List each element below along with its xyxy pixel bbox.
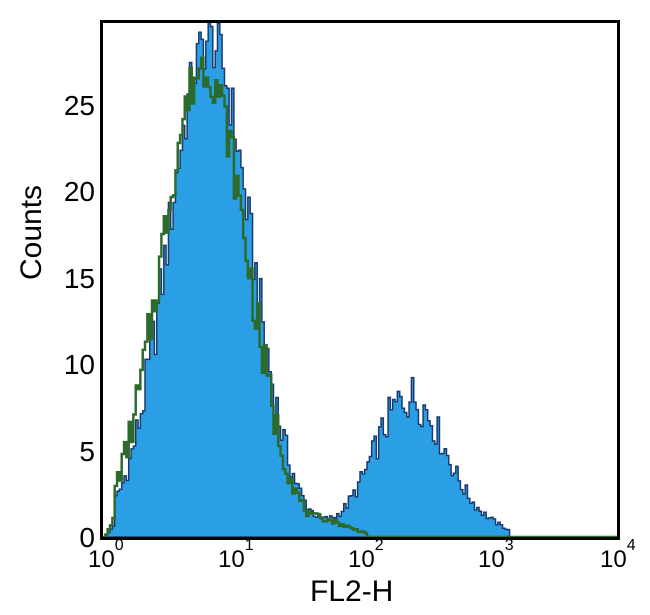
y-tick-2: 10 <box>45 349 95 381</box>
x-tick-3: 103 <box>478 545 514 574</box>
y-tick-5: 25 <box>45 90 95 122</box>
y-tick-4: 20 <box>45 176 95 208</box>
y-tick-1: 5 <box>45 436 95 468</box>
histogram-svg <box>103 23 617 537</box>
x-tick-2: 102 <box>348 545 384 574</box>
x-tick-1: 101 <box>218 545 254 574</box>
y-tick-3: 15 <box>45 263 95 295</box>
x-tick-0: 100 <box>88 545 124 574</box>
x-tick-4: 104 <box>600 545 636 574</box>
plot-area <box>100 20 620 540</box>
flow-cytometry-histogram: Counts FL2-H 0 5 10 15 20 25 100 101 102… <box>0 0 650 615</box>
x-axis-label: FL2-H <box>310 575 393 609</box>
filled-histogram <box>103 23 617 537</box>
y-axis-label: Counts <box>15 185 49 280</box>
